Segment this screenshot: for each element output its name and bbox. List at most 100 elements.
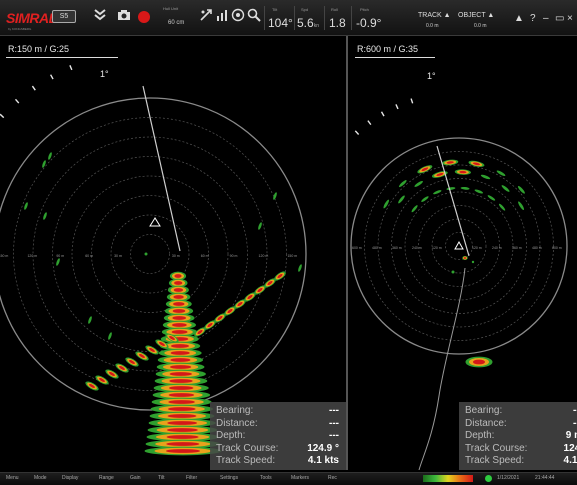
sonar-view-right[interactable]: 600 m 600 m 480 m 480 m 360 m 360 m 240 m 240 m… [349, 36, 577, 470]
echo-blob [171, 330, 188, 334]
target-select-icon[interactable] [198, 8, 214, 24]
echo-blob [108, 332, 112, 340]
status-menu-item[interactable]: Settings [220, 475, 239, 481]
range-ring [0, 97, 307, 411]
track-course-label: Track Course: [216, 442, 279, 454]
range-ring-label: 360 m [392, 246, 402, 250]
range-ring-label: 360 m [512, 246, 522, 250]
object-label[interactable]: OBJECT ▲ [458, 12, 495, 19]
status-menu-item[interactable]: Gain [130, 475, 141, 481]
echo-blob [171, 344, 189, 348]
echo-blob [166, 428, 198, 432]
echo-blob [459, 170, 467, 174]
range-gain-label[interactable]: R:600 m / G:35 [357, 44, 419, 54]
echo-blob [398, 195, 405, 204]
minimize-button[interactable]: – [543, 13, 549, 24]
bearing-value: --- [573, 405, 577, 416]
status-menu-item[interactable]: Range [99, 475, 114, 481]
sonar-display-left[interactable]: 150 m 150 m 120 m 120 m 90 m 90 m 60 m 60 m 30 m… [0, 36, 346, 470]
echo-blob [48, 152, 52, 160]
echo-blob [172, 316, 187, 320]
range-ring-label: 90 m [230, 254, 238, 258]
range-ring [32, 136, 268, 372]
range-ring [110, 214, 190, 294]
object-value: 0.0 m [474, 23, 487, 29]
echo-blob [487, 195, 496, 201]
alert-triangle-icon[interactable]: ▲ [514, 13, 524, 24]
compass-icon[interactable] [230, 8, 246, 24]
status-menu-item[interactable]: Markers [291, 475, 310, 481]
echo-blob [436, 173, 444, 177]
hull-unit-label: Hull Unit [163, 6, 179, 11]
track-speed-label: Track Speed: [216, 455, 276, 466]
help-button[interactable]: ? [530, 13, 536, 24]
status-menu-item[interactable]: Menu [6, 475, 19, 481]
echo-blob [109, 371, 115, 377]
echo-blob [119, 365, 125, 371]
range-ring-label: 480 m [532, 246, 542, 250]
track-course-value: 124. [563, 442, 577, 454]
vessel-track [418, 267, 466, 470]
echo-blob [298, 264, 302, 272]
camera-icon[interactable] [116, 8, 132, 24]
echo-blob [144, 252, 148, 256]
scale-tick [354, 130, 360, 135]
scale-tick [69, 65, 73, 71]
depth-value: 9 m [565, 430, 577, 441]
track-course-value: 124.9 ° [307, 442, 339, 454]
echo-blob [258, 222, 262, 230]
track-speed-value: 4.1 | [563, 455, 577, 466]
echo-blob [446, 161, 454, 164]
echo-blob [498, 203, 506, 211]
status-menu-item[interactable]: Rec [328, 475, 337, 481]
heading-line [142, 85, 181, 252]
sonar-display-right[interactable]: 600 m 600 m 480 m 480 m 360 m 360 m 240 m 240 m… [349, 36, 577, 470]
scale-tick [367, 120, 372, 126]
record-button[interactable] [138, 11, 150, 23]
range-ring [130, 234, 170, 274]
bearing-mark-left: 1° [100, 69, 109, 79]
echo-blob [129, 359, 135, 365]
status-menu-item[interactable]: Display [62, 475, 79, 481]
status-menu-item[interactable]: Tools [260, 475, 272, 481]
echo-blob [173, 295, 184, 299]
range-underline [355, 57, 435, 58]
bar-chart-icon[interactable] [214, 8, 230, 24]
echo-blob [173, 302, 185, 306]
scale-tick [31, 85, 36, 91]
track-course-label: Track Course: [465, 442, 528, 454]
menu-chevron-icon[interactable] [92, 8, 108, 24]
echo-blob [247, 294, 253, 300]
close-button[interactable]: × [567, 13, 573, 24]
status-menu-item[interactable]: Mode [34, 475, 47, 481]
echo-blob [167, 414, 197, 418]
track-value: 0.0 m [426, 23, 439, 29]
range-ring-label: 480 m [372, 246, 382, 250]
range-ring-label: 150 m [0, 254, 8, 258]
track-label[interactable]: TRACK ▲ [418, 12, 451, 19]
echo-blob [167, 421, 198, 425]
zoom-icon[interactable] [246, 8, 262, 24]
range-ring-label: 600 m [352, 246, 362, 250]
range-ring [377, 164, 541, 328]
range-gain-label[interactable]: R:150 m / G:25 [8, 44, 70, 54]
echo-blob [43, 212, 47, 220]
echo-blob [24, 202, 28, 210]
roll-label: Roll [331, 7, 338, 12]
bearing-value: --- [329, 405, 339, 416]
status-menu-item[interactable]: Filter [186, 475, 198, 481]
echo-blob [165, 449, 201, 453]
range-ring-label: 600 m [552, 246, 562, 250]
echo-blob [518, 201, 525, 210]
depth-value: --- [329, 430, 339, 441]
echo-blob [170, 351, 190, 355]
status-menu-item[interactable]: Tilt [158, 475, 165, 481]
model-badge[interactable]: S5 [52, 10, 76, 23]
echo-blob [169, 379, 193, 383]
track-info-box: Bearing: --- Distance: --- Depth: --- Track… [210, 402, 346, 470]
range-ring-label: 240 m [492, 246, 502, 250]
echo-blob [414, 180, 423, 187]
restore-icon[interactable]: ▭ [555, 13, 565, 24]
bearing-mark-right: 1° [427, 71, 436, 81]
sonar-view-left[interactable]: 150 m 150 m 120 m 120 m 90 m 90 m 60 m 60 m 30 m… [0, 36, 348, 470]
